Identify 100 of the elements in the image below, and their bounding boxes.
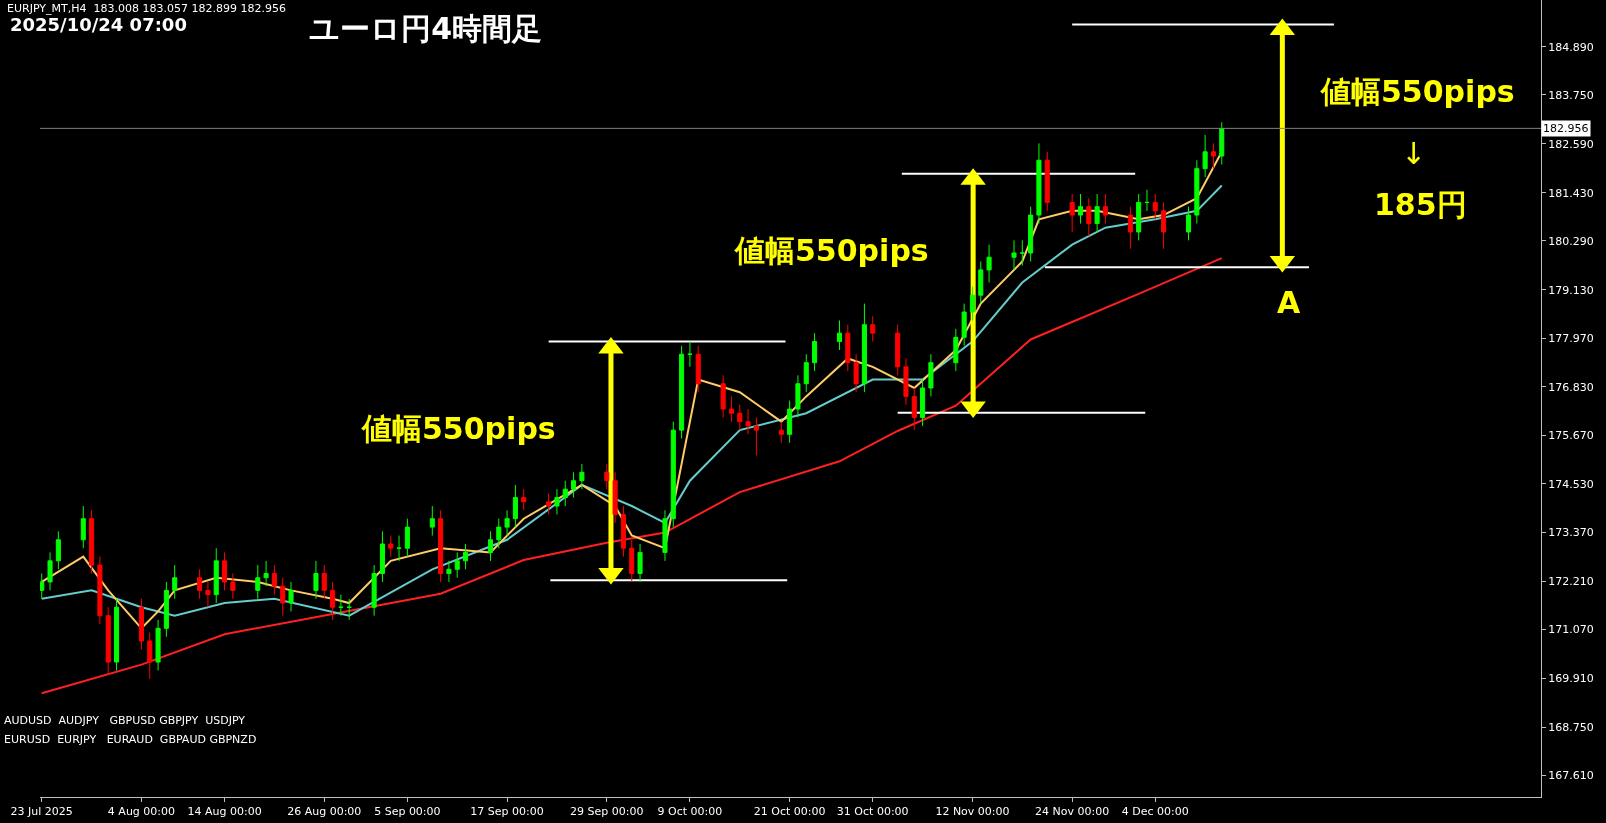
candlestick — [612, 471, 618, 524]
candlestick — [1028, 206, 1034, 262]
candlestick — [379, 530, 385, 583]
y-tick-label: 179.130 — [1548, 283, 1594, 297]
y-tick-label: 168.750 — [1548, 721, 1594, 735]
candlestick — [562, 480, 568, 507]
candlestick — [55, 530, 61, 570]
candlestick — [571, 471, 577, 499]
candlestick — [521, 488, 527, 511]
candlestick — [288, 581, 294, 612]
candlestick — [47, 551, 53, 591]
candlestick — [629, 539, 635, 583]
candlestick — [438, 509, 444, 583]
candlestick — [1161, 201, 1167, 250]
candlestick — [961, 303, 967, 347]
candlestick — [1194, 159, 1200, 224]
candlestick — [280, 577, 286, 617]
candlestick — [670, 421, 676, 528]
candlestick — [371, 564, 377, 617]
candlestick — [787, 400, 793, 444]
candlestick — [812, 332, 818, 372]
candlestick — [953, 328, 959, 372]
candlestick — [920, 379, 926, 427]
annotation: EURJPY_MT,H4 183.008 183.057 182.899 182.956 — [7, 2, 286, 15]
y-tick-label: 181.430 — [1548, 186, 1594, 200]
candlestick — [97, 556, 103, 625]
candlestick — [404, 518, 410, 558]
candlestick — [388, 535, 394, 558]
y-tick-label: 167.610 — [1548, 769, 1594, 783]
candlestick — [263, 560, 269, 587]
candlestick — [579, 463, 585, 490]
x-tick-label: 26 Aug 00:00 — [287, 805, 362, 819]
candlestick — [155, 619, 161, 671]
candlestick — [230, 573, 236, 600]
y-tick-label: 180.290 — [1548, 234, 1594, 248]
candlestick — [637, 543, 643, 583]
text: 2025/10/24 07:00 — [10, 14, 187, 35]
candlestick — [986, 244, 992, 284]
candlestick — [546, 492, 552, 515]
chart-title: ユーロ円4時間足 — [309, 11, 543, 47]
candlestick — [496, 518, 502, 549]
candlestick — [778, 421, 784, 444]
ref-line-label: 182.956 — [1543, 122, 1589, 135]
candlestick — [330, 581, 336, 621]
candlestick — [845, 324, 851, 372]
x-tick-label: 12 Nov 00:00 — [935, 805, 1010, 819]
candlestick — [147, 632, 153, 680]
annotation: AUDUSD AUDJPY GBPUSD GBPJPY USDJPY — [4, 714, 246, 727]
y-tick-label: 174.530 — [1548, 477, 1594, 491]
candlestick — [720, 374, 726, 418]
annotation: 値幅550pips — [1320, 74, 1515, 109]
candlestick — [687, 341, 693, 368]
candlestick — [487, 530, 494, 562]
candlestick — [105, 606, 111, 676]
candlestick — [89, 509, 95, 574]
candlestick — [172, 564, 178, 600]
y-tick-label: 175.670 — [1548, 429, 1594, 443]
annotation: ↓ — [1401, 136, 1427, 171]
candlestick — [870, 315, 876, 343]
candlestick — [446, 560, 452, 583]
candlestick — [454, 551, 460, 579]
candlestick — [205, 581, 211, 608]
candlestick — [213, 547, 219, 604]
candlestick — [1136, 193, 1142, 241]
candlestick — [1036, 142, 1042, 224]
x-tick-label: 31 Oct 00:00 — [836, 805, 909, 819]
candlestick — [753, 416, 759, 456]
y-tick-label: 182.590 — [1548, 137, 1594, 151]
candlestick — [861, 303, 867, 393]
candlestick — [1210, 142, 1216, 170]
candlestick — [795, 374, 801, 418]
candlestick — [222, 551, 228, 591]
x-tick-label: 17 Sep 00:00 — [470, 805, 544, 819]
x-tick-label: 24 Nov 00:00 — [1035, 805, 1110, 819]
candlestick — [313, 560, 319, 600]
candlestick — [1185, 206, 1192, 241]
x-tick-label: 14 Aug 00:00 — [187, 805, 262, 819]
candlestick — [40, 573, 45, 600]
x-tick-label: 21 Oct 00:00 — [753, 805, 826, 819]
candlestick — [463, 543, 469, 570]
annotation: 値幅550pips — [361, 411, 556, 446]
candlestick — [1094, 193, 1100, 233]
candlestick — [197, 568, 203, 600]
candlestick — [745, 408, 751, 435]
candlestick — [113, 598, 120, 671]
candlestick — [903, 357, 909, 406]
annotation: EURUSD EURJPY EURAUD GBPAUD GBPNZD — [4, 733, 257, 746]
candlestick — [969, 286, 975, 321]
candlestick — [1152, 193, 1158, 220]
candlestick — [429, 505, 435, 537]
candlestick — [346, 598, 352, 621]
candlestick — [80, 505, 86, 549]
candlestick — [321, 564, 327, 600]
y-tick-label: 173.370 — [1548, 526, 1594, 540]
candlestick — [1086, 197, 1092, 237]
candlestick — [728, 395, 734, 423]
candlestick — [928, 353, 934, 397]
x-tick-label: 4 Aug 00:00 — [107, 805, 176, 819]
candlestick — [1127, 206, 1133, 250]
candlestick — [1044, 151, 1050, 212]
